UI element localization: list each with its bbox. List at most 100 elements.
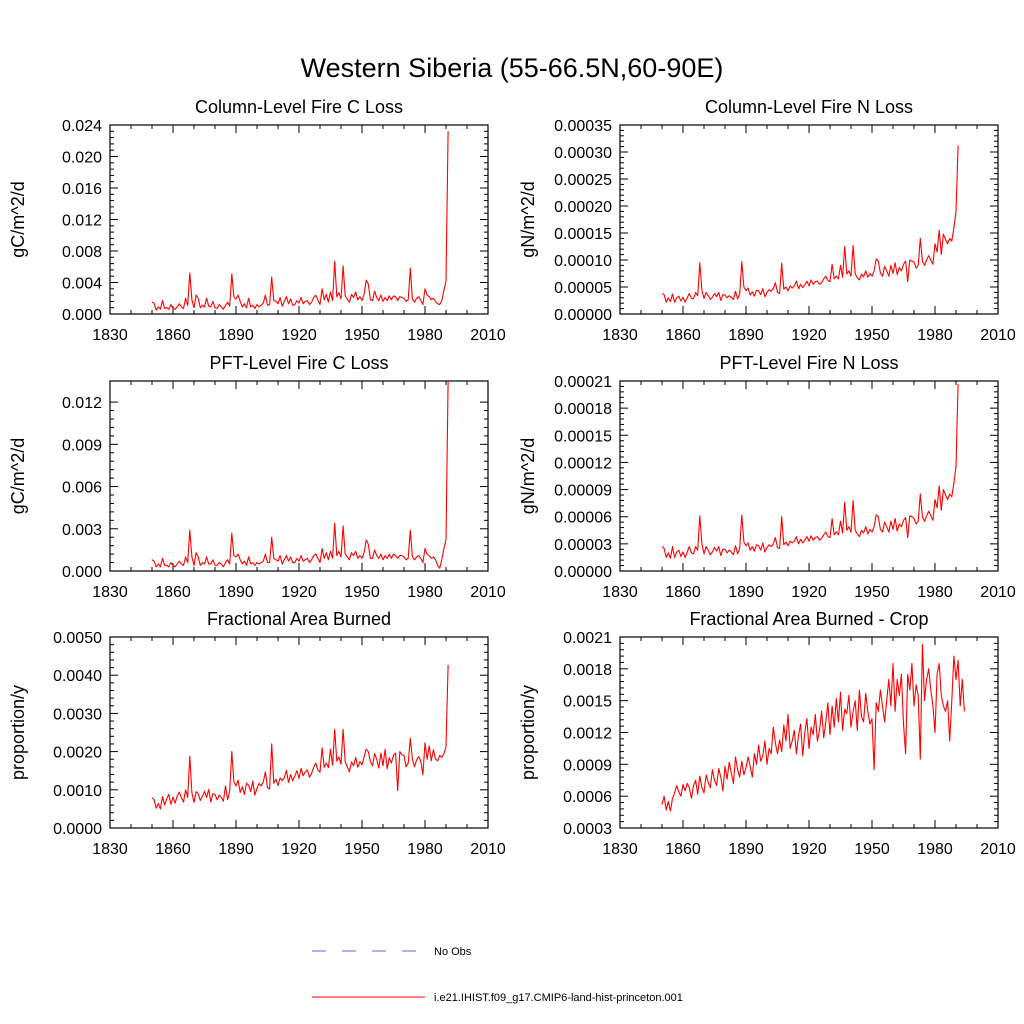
- chart-panel-1: 1830 1860 1890 1920 1950 1980 2010 0.000 0.004 0.…: [8, 97, 506, 344]
- x-tick-label: 1860: [155, 584, 191, 601]
- y-tick-label: 0.012: [62, 395, 102, 412]
- chart-panel-4: 1830 1860 1890 1920 1950 1980 2010 0.00000 0.000…: [518, 353, 1016, 601]
- x-tick-label: 1920: [791, 841, 827, 858]
- y-tick-label: 0.00000: [554, 564, 612, 581]
- x-tick-label: 1920: [281, 584, 317, 601]
- x-tick-label: 1830: [602, 327, 638, 344]
- plot-frame: [109, 124, 489, 315]
- y-axis-title: proportion/y: [8, 685, 28, 780]
- y-tick-label: 0.012: [62, 213, 102, 230]
- x-tick-label: 1890: [728, 584, 764, 601]
- y-tick-label: 0.00009: [554, 483, 612, 500]
- figure-title: Western Siberia (55-66.5N,60-90E): [301, 53, 724, 83]
- x-tick-label: 1830: [92, 584, 128, 601]
- y-tick-label: 0.004: [62, 276, 102, 293]
- legend: No Obs i.e21.IHIST.f09_g17.CMIP6-land-his…: [312, 946, 683, 1004]
- y-axis-title: gN/m^2/d: [518, 438, 538, 514]
- y-tick-label: 0.00035: [554, 118, 612, 135]
- x-tick-label: 2010: [980, 584, 1016, 601]
- series-line-1: [661, 383, 959, 559]
- y-axis-title: gC/m^2/d: [8, 181, 28, 257]
- y-axis-title: gN/m^2/d: [518, 181, 538, 257]
- y-tick-label: 0.016: [62, 181, 102, 198]
- series-line-1: [661, 643, 965, 812]
- y-tick-label: 0.000: [62, 307, 102, 324]
- y-tick-label: 0.000: [62, 564, 102, 581]
- y-axis-title: proportion/y: [518, 685, 538, 780]
- x-tick-label: 1950: [854, 584, 890, 601]
- y-tick-label: 0.00003: [554, 537, 612, 554]
- chart-panel-3: 1830 1860 1890 1920 1950 1980 2010 0.000 0.003 0.…: [8, 353, 506, 601]
- x-tick-label: 1950: [344, 841, 380, 858]
- series-line-1: [661, 145, 959, 303]
- y-tick-label: 0.0030: [53, 706, 102, 723]
- y-tick-label: 0.0000: [53, 821, 102, 838]
- panel-title: Fractional Area Burned - Crop: [689, 609, 928, 629]
- x-tick-label: 1920: [281, 841, 317, 858]
- y-tick-label: 0.00025: [554, 172, 612, 189]
- x-tick-label: 1830: [602, 584, 638, 601]
- y-tick-label: 0.00021: [554, 374, 612, 391]
- x-tick-label: 1920: [281, 327, 317, 344]
- x-tick-label: 1980: [407, 584, 443, 601]
- x-tick-label: 1890: [218, 841, 254, 858]
- x-tick-label: 1830: [602, 841, 638, 858]
- x-tick-label: 1980: [407, 841, 443, 858]
- y-tick-label: 0.00018: [554, 401, 612, 418]
- y-tick-label: 0.0009: [563, 757, 612, 774]
- y-tick-label: 0.0003: [563, 821, 612, 838]
- y-tick-label: 0.0040: [53, 668, 102, 685]
- x-tick-label: 1950: [344, 327, 380, 344]
- plot-frame: [619, 380, 999, 572]
- x-tick-label: 1980: [407, 327, 443, 344]
- x-tick-label: 2010: [470, 327, 506, 344]
- x-tick-label: 1890: [728, 841, 764, 858]
- chart-panel-6: 1830 1860 1890 1920 1950 1980 2010 0.0003 0.0006…: [518, 609, 1016, 858]
- y-tick-label: 0.0012: [563, 726, 612, 743]
- x-tick-label: 1860: [155, 327, 191, 344]
- y-tick-label: 0.0015: [563, 694, 612, 711]
- legend-no-obs-label: No Obs: [434, 946, 472, 958]
- x-tick-label: 2010: [470, 841, 506, 858]
- y-tick-label: 0.020: [62, 150, 102, 167]
- y-tick-label: 0.0010: [53, 783, 102, 800]
- x-tick-label: 1980: [917, 584, 953, 601]
- x-tick-label: 1920: [791, 327, 827, 344]
- x-tick-label: 1830: [92, 841, 128, 858]
- y-tick-label: 0.0020: [53, 745, 102, 762]
- y-tick-label: 0.00030: [554, 145, 612, 162]
- x-tick-label: 1950: [854, 841, 890, 858]
- y-tick-label: 0.006: [62, 480, 102, 497]
- y-tick-label: 0.003: [62, 522, 102, 539]
- x-tick-label: 1890: [218, 584, 254, 601]
- chart-panel-2: 1830 1860 1890 1920 1950 1980 2010 0.00000 0.000…: [518, 97, 1016, 344]
- x-tick-label: 1980: [917, 841, 953, 858]
- panel-title: Column-Level Fire N Loss: [705, 97, 913, 117]
- x-tick-label: 1980: [917, 327, 953, 344]
- chart-panel-5: 1830 1860 1890 1920 1950 1980 2010 0.0000 0.0010…: [8, 609, 506, 858]
- y-tick-label: 0.00012: [554, 455, 612, 472]
- panel-title: PFT-Level Fire N Loss: [719, 353, 898, 373]
- x-tick-label: 1860: [665, 841, 701, 858]
- x-tick-label: 2010: [470, 584, 506, 601]
- y-tick-label: 0.0050: [53, 630, 102, 647]
- x-tick-label: 2010: [980, 841, 1016, 858]
- y-tick-label: 0.00010: [554, 253, 612, 270]
- y-tick-label: 0.00000: [554, 307, 612, 324]
- y-tick-label: 0.00015: [554, 226, 612, 243]
- x-tick-label: 1890: [218, 327, 254, 344]
- y-tick-label: 0.008: [62, 244, 102, 261]
- panel-title: PFT-Level Fire C Loss: [209, 353, 388, 373]
- chart-panels: 1830 1860 1890 1920 1950 1980 2010 0.000 0.004 0.…: [8, 97, 1016, 858]
- series-line-1: [151, 131, 449, 311]
- y-tick-label: 0.00020: [554, 199, 612, 216]
- y-tick-label: 0.0018: [563, 662, 612, 679]
- y-axis-title: gC/m^2/d: [8, 438, 28, 514]
- plot-frame: [109, 380, 489, 572]
- x-tick-label: 1830: [92, 327, 128, 344]
- series-line-1: [151, 664, 449, 810]
- x-tick-label: 1920: [791, 584, 827, 601]
- legend-model-label: i.e21.IHIST.f09_g17.CMIP6-land-hist-prin…: [434, 992, 683, 1004]
- panel-title: Column-Level Fire C Loss: [195, 97, 403, 117]
